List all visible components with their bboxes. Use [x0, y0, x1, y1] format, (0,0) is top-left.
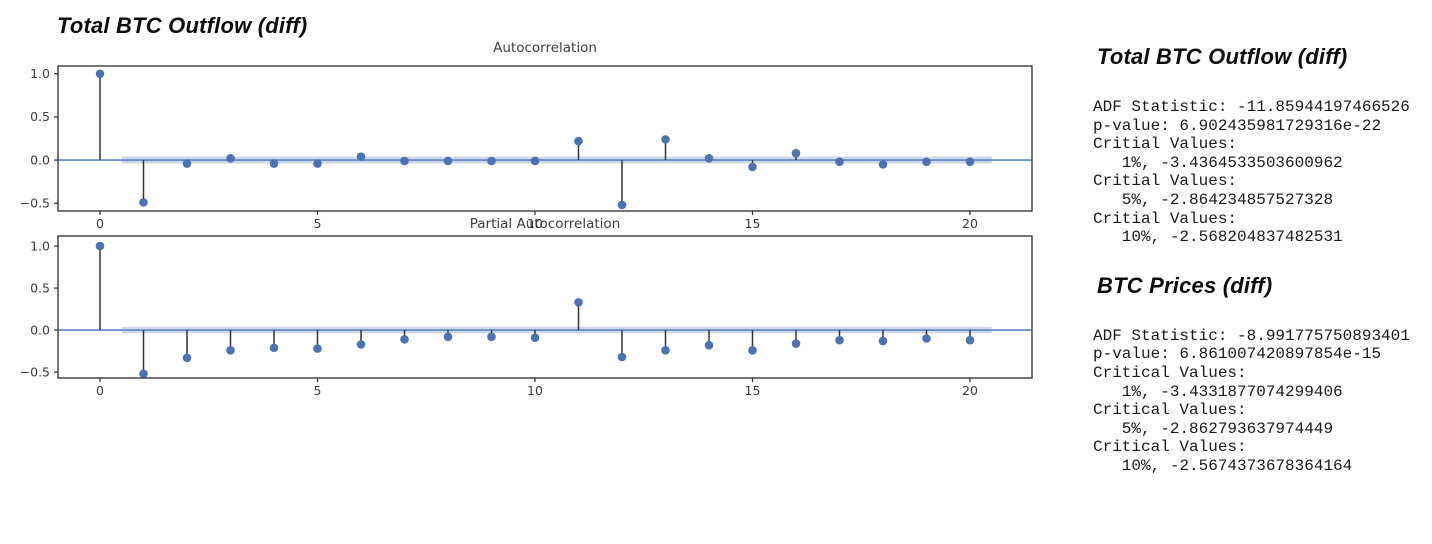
y-tick-label: 0.0	[30, 152, 50, 167]
section-heading-prices: BTC Prices (diff)	[1097, 272, 1273, 298]
chart-title: Autocorrelation	[493, 40, 597, 56]
stat-line: Critial Values:	[1093, 172, 1238, 191]
data-point-marker	[139, 369, 148, 379]
x-tick-label: 10	[527, 383, 543, 398]
stats-section-outflow: Total BTC Outflow (diff) ADF Statistic: …	[1093, 44, 1432, 247]
data-point-marker	[356, 152, 366, 161]
data-point-marker	[400, 156, 409, 166]
data-point-marker	[574, 136, 583, 146]
x-tick-label: 20	[962, 383, 978, 398]
data-point-marker	[748, 162, 757, 172]
stats-section-prices: BTC Prices (diff) ADF Statistic: -8.9917…	[1093, 273, 1432, 476]
data-point-marker	[182, 159, 192, 168]
data-point-marker	[487, 332, 496, 342]
stat-line: ADF Statistic: -8.991775750893401	[1093, 326, 1410, 345]
adf-result-block: ADF Statistic: -11.85944197466526 p-valu…	[1093, 98, 1432, 247]
stat-line: 1%, -3.4331877074299406	[1093, 382, 1343, 401]
data-point-marker	[182, 353, 192, 363]
data-point-marker	[922, 157, 931, 167]
y-tick-label: 0.5	[30, 280, 50, 295]
y-tick-label: 0.5	[30, 109, 50, 124]
data-point-marker	[139, 198, 148, 207]
data-point-marker	[313, 159, 322, 168]
stat-line: ADF Statistic: -11.85944197466526	[1093, 98, 1410, 116]
axes-frame	[57, 65, 1033, 212]
x-tick-label: 5	[314, 383, 322, 398]
data-point-marker	[791, 339, 801, 348]
x-tick-label: 5	[314, 216, 322, 231]
data-point-marker	[617, 352, 627, 362]
data-point-marker	[95, 69, 105, 79]
data-point-marker	[574, 298, 583, 307]
y-tick-label: 1.0	[30, 66, 50, 81]
data-point-marker	[878, 336, 888, 346]
x-tick-label: 0	[96, 383, 104, 398]
section-heading-outflow: Total BTC Outflow (diff)	[1097, 44, 1348, 69]
data-point-marker	[95, 241, 105, 251]
x-tick-label: 15	[745, 216, 761, 231]
stat-line: Critial Values:	[1093, 135, 1238, 154]
data-point-marker	[313, 344, 322, 353]
data-point-marker	[965, 335, 975, 345]
data-point-marker	[269, 159, 279, 168]
x-tick-label: 15	[745, 383, 761, 398]
data-point-marker	[704, 154, 714, 163]
stat-line: Critical Values:	[1093, 401, 1247, 420]
stat-line: 5%, -2.864234857527328	[1093, 190, 1334, 209]
axes-pacf: Partial Autocorrelation 0 5 10 15 20 1.0 0.5 0.0…	[20, 216, 1033, 398]
stat-line: Critial Values:	[1093, 209, 1238, 228]
y-tick-label: 1.0	[30, 238, 50, 253]
data-point-marker	[487, 156, 496, 166]
data-point-marker	[226, 154, 235, 163]
axes-frame	[57, 235, 1033, 379]
stat-line: p-value: 6.861007420897854e-15	[1093, 345, 1382, 364]
data-point-marker	[835, 157, 844, 167]
data-point-marker	[835, 335, 844, 345]
stat-line: 10%, -2.568204837482531	[1093, 228, 1343, 247]
data-point-marker	[748, 345, 757, 355]
data-point-marker	[269, 343, 279, 353]
data-point-marker	[443, 156, 453, 166]
data-point-marker	[704, 340, 714, 350]
data-point-marker	[443, 332, 453, 342]
data-point-marker	[922, 334, 931, 343]
adf-result-block: ADF Statistic: -8.991775750893401 p-valu…	[1093, 327, 1432, 476]
data-point-marker	[791, 148, 801, 158]
stat-line: Critical Values:	[1093, 438, 1247, 457]
data-point-marker	[661, 345, 670, 355]
data-point-marker	[226, 345, 235, 355]
axes-acf: Autocorrelation 0 5 10 15 20 1.0 0.5 0.0 −0.5	[20, 40, 1033, 231]
y-tick-label: −0.5	[20, 196, 50, 211]
data-point-marker	[530, 333, 540, 342]
stat-line: p-value: 6.902435981729316e-22	[1093, 116, 1382, 135]
chart-title: Partial Autocorrelation	[470, 216, 621, 232]
data-point-marker	[356, 340, 366, 349]
data-point-marker	[661, 135, 670, 144]
data-point-marker	[400, 335, 409, 344]
stat-line: 5%, -2.862793637974449	[1093, 419, 1334, 438]
x-tick-label: 0	[96, 216, 104, 231]
page-title: Total BTC Outflow (diff)	[57, 13, 308, 38]
x-tick-label: 20	[962, 216, 978, 231]
stat-line: 1%, -3.4364533503600962	[1093, 153, 1343, 172]
x-tick-label: 10	[527, 216, 543, 231]
data-point-marker	[878, 160, 888, 169]
stat-line: 10%, -2.5674373678364164	[1093, 456, 1353, 475]
data-point-marker	[965, 157, 975, 167]
y-tick-label: −0.5	[20, 364, 50, 379]
y-tick-label: 0.0	[30, 322, 50, 337]
adf-stats-panel: Total BTC Outflow (diff) ADF Statistic: …	[1093, 44, 1432, 502]
data-point-marker	[530, 156, 540, 166]
data-point-marker	[617, 200, 627, 210]
stat-line: Critical Values:	[1093, 363, 1247, 382]
